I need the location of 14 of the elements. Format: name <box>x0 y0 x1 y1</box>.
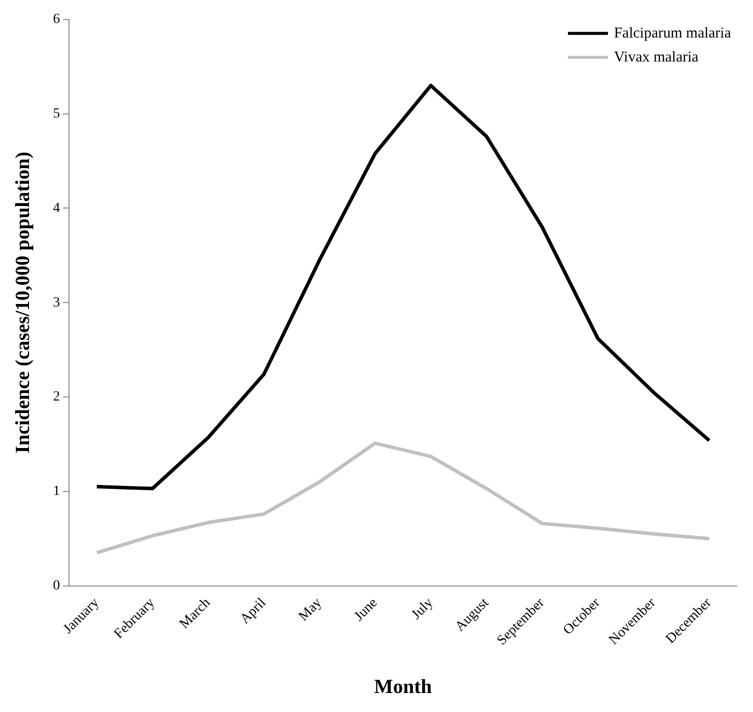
x-tick-label: July <box>409 596 436 623</box>
y-tick-label: 0 <box>53 578 60 594</box>
x-axis-title: Month <box>374 676 432 698</box>
y-tick-label: 4 <box>53 200 60 216</box>
y-tick-label: 2 <box>53 390 60 405</box>
x-tick-label: May <box>296 596 325 624</box>
legend-label: Vivax malaria <box>614 49 699 66</box>
y-tick-label: 5 <box>53 106 60 122</box>
y-tick-label: 1 <box>53 484 60 500</box>
y-tick-label: 3 <box>53 295 60 310</box>
x-tick-label: June <box>352 596 381 624</box>
y-axis-title: Incidence (cases/10,000 population) <box>12 152 34 454</box>
legend-label: Falciparum malaria <box>614 25 732 42</box>
y-tick-label: 6 <box>53 12 60 28</box>
